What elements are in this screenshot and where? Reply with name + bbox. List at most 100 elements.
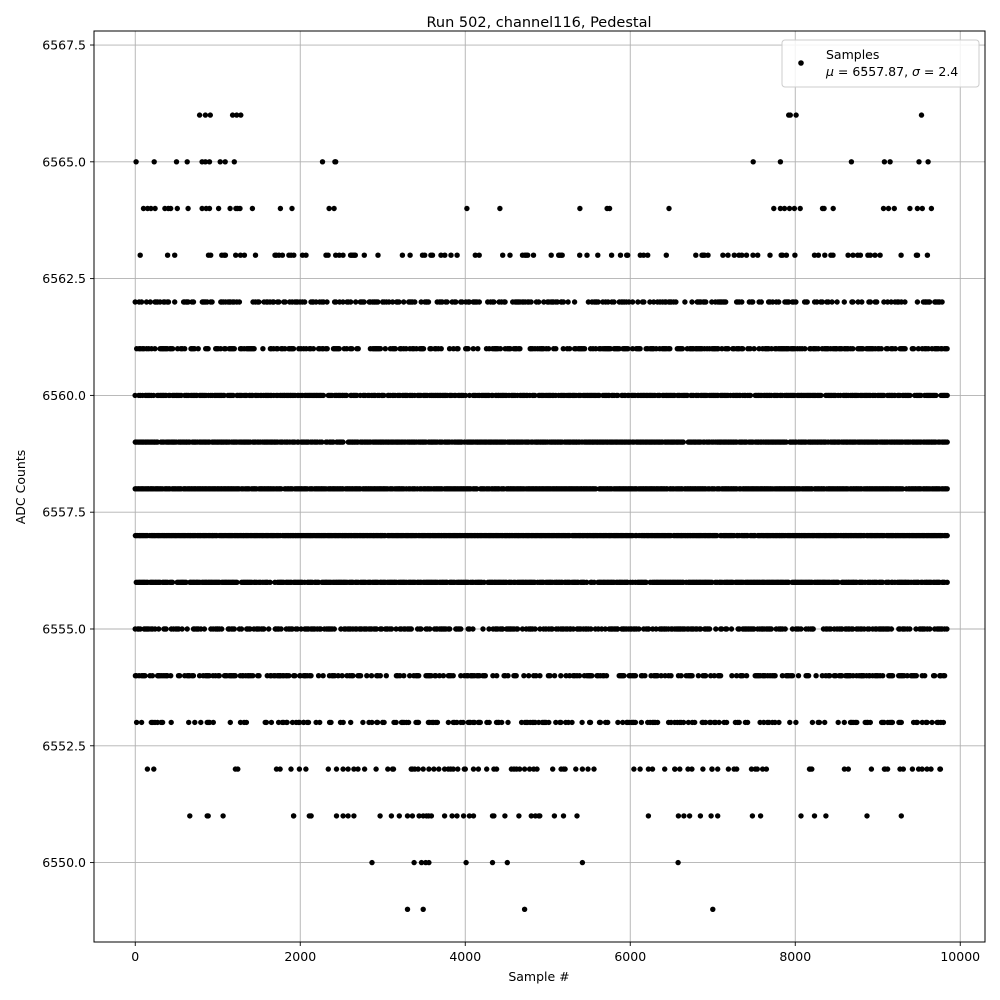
data-point xyxy=(484,766,490,772)
data-point xyxy=(274,346,281,352)
data-point xyxy=(581,346,588,352)
data-point xyxy=(470,626,476,632)
data-point xyxy=(888,673,895,679)
data-point xyxy=(205,346,211,352)
data-point xyxy=(350,673,356,679)
data-point xyxy=(477,719,483,726)
data-point xyxy=(219,626,225,632)
data-point xyxy=(530,252,537,258)
data-point xyxy=(184,626,190,632)
data-point xyxy=(206,159,213,165)
data-point xyxy=(237,205,243,212)
data-point xyxy=(859,299,865,305)
data-point xyxy=(606,205,613,212)
data-point xyxy=(279,252,286,258)
data-point xyxy=(252,252,259,258)
data-point xyxy=(383,673,389,679)
data-point xyxy=(653,626,659,632)
data-point xyxy=(548,252,554,258)
data-point xyxy=(428,346,434,352)
data-point xyxy=(360,719,366,726)
data-point xyxy=(207,112,213,118)
data-point xyxy=(205,813,211,819)
data-point xyxy=(744,719,751,726)
data-point xyxy=(476,252,482,258)
data-point xyxy=(740,673,746,679)
data-point xyxy=(559,252,565,258)
data-point xyxy=(776,719,782,726)
data-point xyxy=(310,346,317,352)
data-point xyxy=(642,673,648,679)
data-point xyxy=(636,626,642,632)
data-point xyxy=(678,673,684,679)
data-point xyxy=(233,252,239,258)
plot-frame xyxy=(93,30,986,943)
y-tick-label: 6550.0 xyxy=(42,855,86,870)
data-point xyxy=(697,813,704,819)
data-point xyxy=(298,626,304,632)
data-point xyxy=(163,626,169,632)
data-point xyxy=(455,766,461,772)
data-point xyxy=(597,719,604,726)
data-point xyxy=(526,673,532,679)
data-point xyxy=(156,626,162,632)
data-point xyxy=(750,299,756,305)
data-point xyxy=(133,719,140,726)
data-point xyxy=(771,205,777,212)
data-point xyxy=(407,673,413,679)
data-point xyxy=(521,673,527,679)
data-point xyxy=(418,626,424,632)
data-point xyxy=(914,252,921,258)
data-point xyxy=(412,299,418,305)
data-point xyxy=(528,299,534,305)
data-point xyxy=(848,159,855,165)
data-point xyxy=(519,626,526,632)
data-point xyxy=(888,626,895,632)
data-point xyxy=(420,346,427,352)
data-point xyxy=(584,579,590,585)
data-point xyxy=(497,346,504,352)
data-point xyxy=(461,766,467,772)
data-point xyxy=(772,673,778,679)
y-tick-label: 6552.5 xyxy=(42,738,86,753)
data-point xyxy=(638,719,645,726)
data-point xyxy=(913,673,919,679)
data-point xyxy=(268,719,275,726)
data-point xyxy=(680,719,687,726)
data-point xyxy=(595,299,601,305)
data-point xyxy=(336,252,342,258)
data-point xyxy=(440,673,447,679)
data-point xyxy=(475,346,481,352)
data-point xyxy=(686,813,693,819)
y-tick-label: 6557.5 xyxy=(42,505,86,520)
data-point xyxy=(263,719,270,726)
data-point xyxy=(355,766,361,772)
data-point xyxy=(654,719,661,726)
data-point xyxy=(841,719,847,726)
data-point xyxy=(470,813,477,819)
data-point xyxy=(222,346,229,352)
data-point xyxy=(617,252,624,258)
data-point xyxy=(231,346,237,352)
data-point xyxy=(537,813,543,819)
data-point xyxy=(238,626,245,632)
data-point xyxy=(438,346,444,352)
data-point xyxy=(351,813,357,819)
data-point xyxy=(914,299,921,305)
data-point xyxy=(209,299,215,305)
data-point xyxy=(308,813,314,819)
data-point xyxy=(396,299,402,305)
data-point xyxy=(277,205,284,212)
data-point xyxy=(232,673,238,679)
data-point xyxy=(573,766,579,772)
data-point xyxy=(306,673,313,679)
data-point xyxy=(229,112,236,118)
data-point xyxy=(789,673,796,679)
data-point xyxy=(172,299,178,305)
data-point xyxy=(647,299,653,305)
data-point xyxy=(231,159,237,165)
data-point xyxy=(615,626,621,632)
data-point xyxy=(748,766,755,772)
data-point xyxy=(377,813,383,819)
data-point xyxy=(679,346,686,352)
